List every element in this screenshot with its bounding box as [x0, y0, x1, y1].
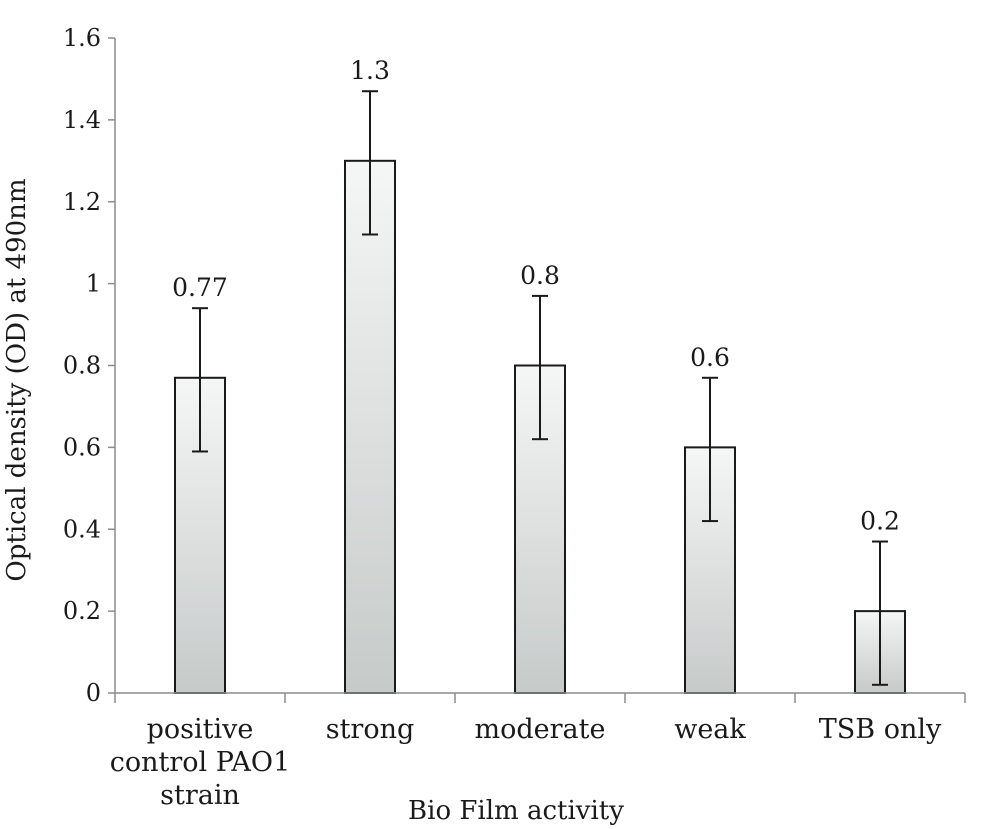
y-tick-label: 0 — [86, 679, 101, 707]
x-axis-title: Bio Film activity — [408, 796, 624, 826]
y-tick-label: 0.2 — [63, 597, 101, 625]
y-tick-label: 1.6 — [63, 24, 101, 52]
y-axis-ticks: 0 0.2 0.4 0.6 0.8 1 1.2 1.4 1.6 — [63, 24, 115, 707]
data-label: 1.3 — [350, 56, 390, 85]
data-label: 0.6 — [690, 343, 730, 372]
axes — [114, 38, 966, 703]
y-tick-label: 0.6 — [63, 433, 101, 461]
data-label: 0.2 — [860, 507, 900, 536]
data-label: 0.77 — [172, 273, 228, 302]
category-label: moderate — [475, 714, 606, 745]
category-label: TSB only — [819, 714, 942, 745]
y-tick-label: 1.4 — [63, 106, 101, 134]
y-tick-label: 0.4 — [63, 515, 101, 543]
data-label: 0.8 — [520, 261, 560, 290]
y-tick-label: 1 — [86, 270, 101, 298]
y-axis-title: Optical density (OD) at 490nm — [2, 178, 32, 581]
bar — [344, 159, 396, 694]
category-labels: positive control PAO1 strain strong moderate… — [110, 714, 942, 811]
category-label: positive control PAO1 strain — [110, 714, 291, 811]
category-label: strong — [326, 714, 415, 745]
bars: 0.77 1.3 0.8 0.6 0.2 — [172, 56, 906, 694]
y-tick-label: 0.8 — [63, 352, 101, 380]
category-label: weak — [674, 714, 746, 745]
y-tick-label: 1.2 — [63, 188, 101, 216]
